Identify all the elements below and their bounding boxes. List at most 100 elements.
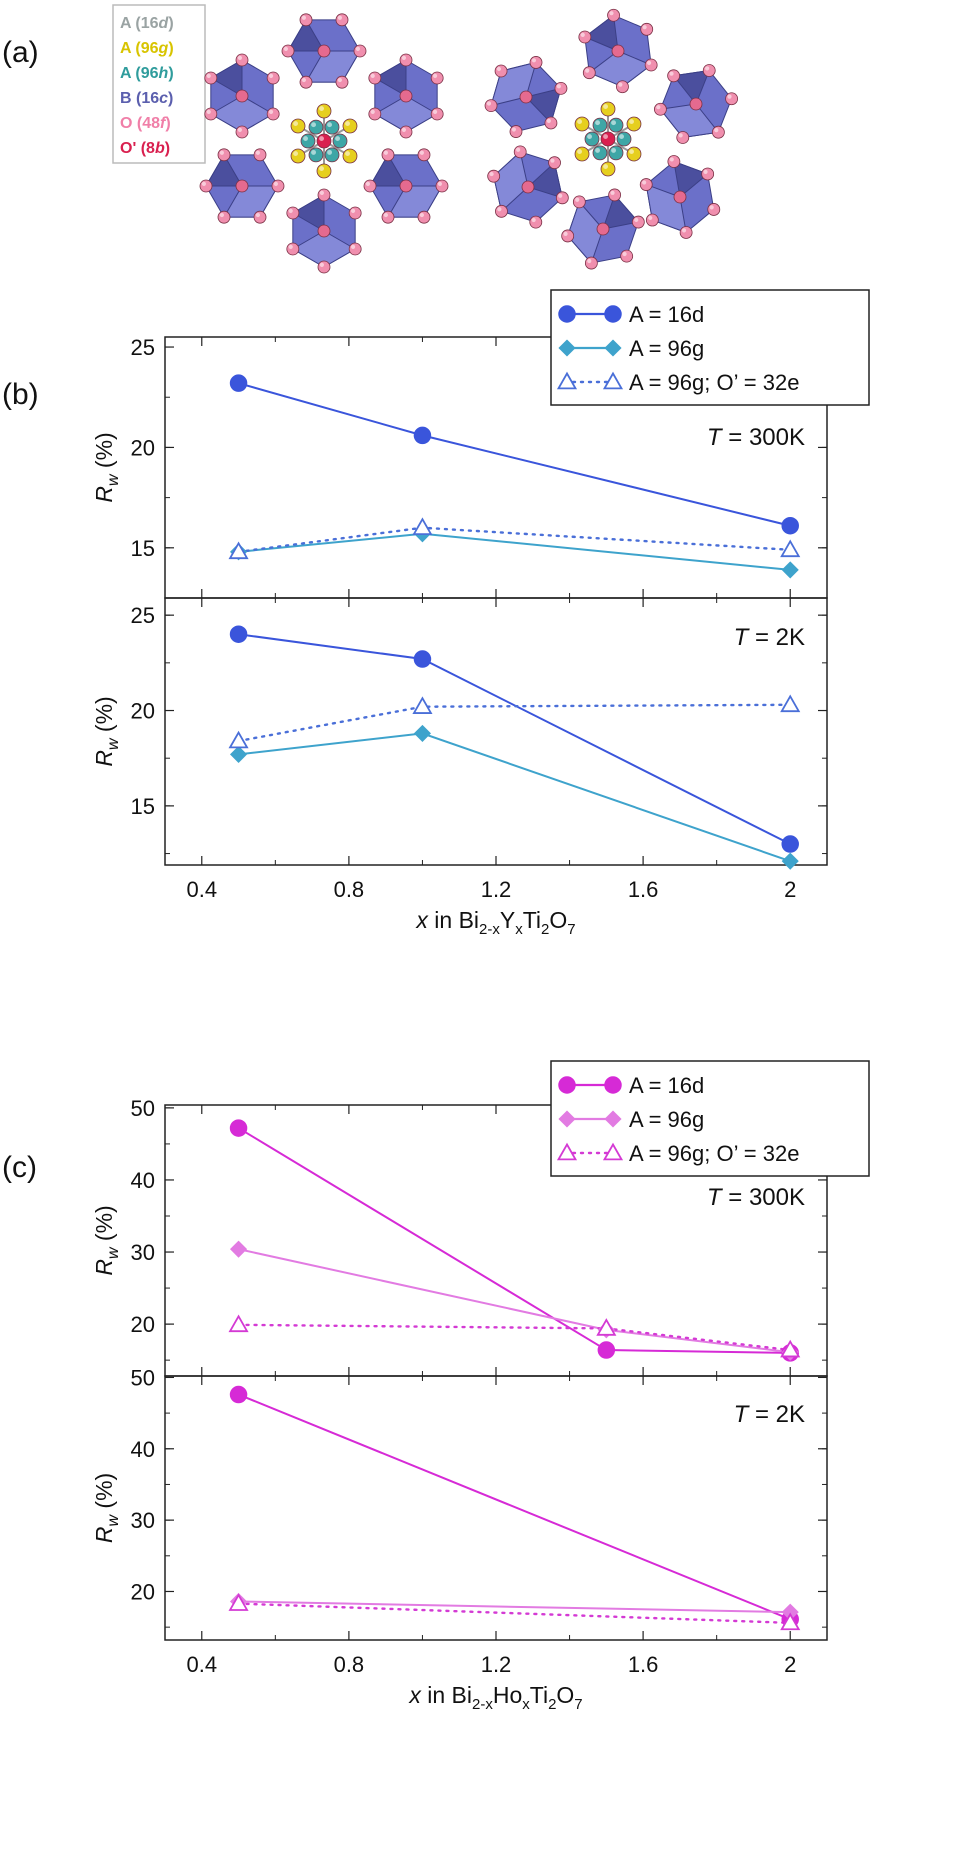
legend-marker-2 [602, 1142, 624, 1161]
y-axis-title: Rw (%) [91, 696, 122, 766]
oxygen-atom [484, 99, 498, 113]
oxygen-atom [645, 213, 659, 227]
oxygen-atom [494, 64, 508, 78]
data-point-1-0 [229, 1240, 248, 1258]
data-point-1-0 [229, 745, 248, 763]
data-point-2-2 [780, 1339, 801, 1358]
x-tick-label: 0.8 [334, 1652, 365, 1677]
x-tick-label: 2 [784, 877, 796, 902]
panel-label-a: (a) [2, 36, 39, 69]
oxygen-atom [235, 125, 249, 139]
oxygen-atom [701, 167, 715, 181]
x-tick-label: 0.8 [334, 877, 365, 902]
data-point-2-0 [228, 1593, 249, 1611]
oxygen-atom [253, 210, 267, 224]
series-line-1 [238, 732, 791, 863]
a-site-96h-atom [308, 147, 324, 163]
key-entry-0: A (16d) [120, 15, 174, 32]
octahedron-face-dark-13 [602, 194, 639, 230]
oxygen-atom [529, 215, 543, 229]
panel-c-2K: 20 30 40 50 Rw (%) T = 2K [91, 1365, 828, 1641]
a-site-96h-atom [324, 119, 340, 135]
o-prime-atom [316, 133, 332, 149]
a-site-96g-atom [574, 146, 590, 162]
panel-label-b: (b) [2, 378, 39, 411]
oxygen-atom [399, 125, 413, 139]
data-point-0-0 [229, 625, 248, 643]
oxygen-atom [707, 203, 721, 216]
octahedron-face-dark-14 [527, 162, 563, 199]
oxygen-atom [417, 148, 431, 162]
legend-label-1: A = 96g [629, 1107, 704, 1132]
key-entry-5: O' (8b) [120, 140, 170, 157]
octahedron-face-dark-15 [525, 87, 562, 124]
oxygen-atom [317, 260, 331, 274]
oxygen-atom [513, 145, 527, 159]
oxygen-atom [711, 125, 725, 139]
a-site-96g-atom [600, 101, 616, 117]
legend-c: A = 16d A = 96g A = 96g; O’ = 32e [550, 1060, 870, 1177]
oxygen-atom [544, 116, 558, 130]
series-line-2 [237, 1323, 792, 1352]
data-point-1-1 [413, 724, 432, 742]
data-point-0-0 [229, 374, 248, 392]
legend-label-0: A = 16d [629, 1073, 704, 1098]
series-line-0 [238, 1393, 791, 1621]
legend-marker-0 [604, 305, 622, 323]
temperature-label: T = 2K [734, 1401, 805, 1428]
a-site-96h-atom [592, 145, 608, 161]
legend-marker-2 [556, 1142, 578, 1161]
oxygen-atom [299, 13, 313, 27]
oxygen-atom [640, 22, 654, 36]
legend-marker-0 [604, 1076, 622, 1094]
data-point-2-1 [780, 1612, 801, 1631]
data-point-0-2 [781, 835, 799, 853]
chart-b-yttrium: 15 20 25 Rw (%) T = 300K 15 20 25 Rw (%) T = 2K 0.… [91, 289, 870, 938]
oxygen-atom [702, 64, 716, 77]
x-axis-title: x in Bi2-xYxTi2O7 [415, 907, 575, 938]
pyrochlore-structure-view-2 [484, 8, 739, 270]
legend-marker-0 [558, 1076, 576, 1094]
o-prime-atom [600, 131, 616, 147]
a-site-96g-atom [316, 163, 332, 179]
octahedron-face-dark-0 [287, 19, 325, 52]
a-site-96h-atom [300, 133, 316, 149]
a-site-96g-atom [316, 103, 332, 119]
x-tick-label: 1.2 [481, 877, 512, 902]
oxygen-atom [363, 179, 377, 193]
legend-marker-2 [556, 371, 578, 390]
oxygen-atom [317, 188, 331, 202]
a-site-96h-atom [324, 147, 340, 163]
oxygen-atom [509, 125, 523, 138]
y-axis-title: Rw (%) [91, 432, 122, 502]
oxygen-atom [266, 107, 280, 121]
data-point-0-1 [413, 650, 432, 668]
data-point-1-2 [781, 561, 799, 579]
octahedron-face-dark-10 [584, 14, 619, 52]
oxygen-atom [582, 66, 596, 80]
y-tick-label: 50 [131, 1096, 155, 1121]
a-site-96g-atom [626, 116, 642, 132]
y-tick-label: 20 [131, 699, 155, 724]
oxygen-atom [529, 56, 543, 69]
y-tick-label: 15 [131, 794, 155, 819]
oxygen-atom [620, 249, 634, 263]
legend-label-2: A = 96g; O’ = 32e [629, 370, 799, 395]
oxygen-atom [253, 148, 267, 162]
legend-b: A = 16d A = 96g A = 96g; O’ = 32e [550, 289, 870, 406]
panel-c-300K: 20 30 40 50 Rw (%) T = 300K [91, 1096, 828, 1377]
oxygen-atom [653, 102, 667, 116]
oxygen-atom [281, 44, 295, 58]
oxygen-atom [631, 215, 645, 229]
data-point-1-2 [781, 852, 799, 870]
oxygen-atom [286, 206, 300, 220]
data-point-2-2 [780, 694, 801, 713]
data-point-0-2 [781, 516, 799, 535]
oxygen-atom [199, 179, 213, 193]
oxygen-atom [430, 71, 444, 85]
y-tick-label: 40 [131, 1437, 155, 1462]
oxygen-atom [217, 148, 231, 162]
series-line-1 [238, 532, 791, 571]
oxygen-atom [561, 229, 575, 243]
